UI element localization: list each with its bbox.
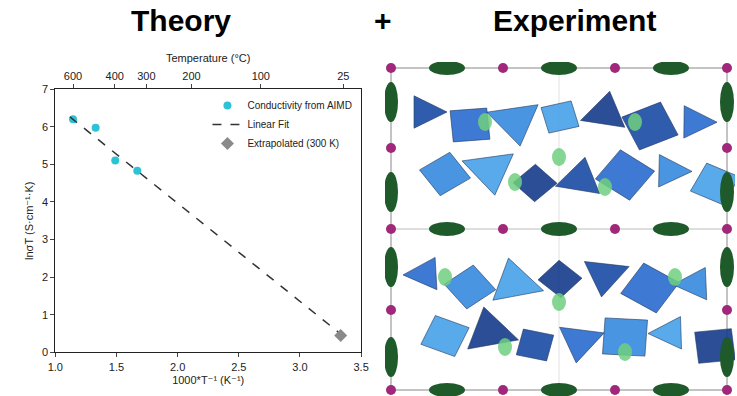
svg-text:100: 100 (252, 70, 270, 82)
svg-text:7: 7 (42, 83, 48, 95)
svg-text:6: 6 (42, 121, 48, 133)
svg-text:1.5: 1.5 (109, 361, 124, 373)
svg-text:1.0: 1.0 (48, 361, 63, 373)
svg-text:3.5: 3.5 (353, 361, 368, 373)
svg-text:0: 0 (42, 346, 48, 358)
svg-text:Linear Fit: Linear Fit (247, 119, 289, 130)
svg-text:600: 600 (64, 70, 82, 82)
svg-text:300: 300 (137, 70, 155, 82)
svg-text:lnσT (S·cm⁻¹·K): lnσT (S·cm⁻¹·K) (23, 182, 35, 260)
svg-text:2: 2 (42, 271, 48, 283)
svg-text:25: 25 (337, 70, 349, 82)
svg-text:4: 4 (42, 196, 48, 208)
svg-text:200: 200 (182, 70, 200, 82)
svg-text:2.0: 2.0 (170, 361, 185, 373)
svg-text:Conductivity from AIMD: Conductivity from AIMD (247, 100, 351, 111)
svg-text:3.0: 3.0 (292, 361, 307, 373)
svg-text:2.5: 2.5 (231, 361, 246, 373)
svg-text:1: 1 (42, 309, 48, 321)
svg-text:Experiment: Experiment (493, 4, 656, 37)
svg-text:Temperature (°C): Temperature (°C) (166, 52, 250, 64)
svg-text:Extrapolated (300 K): Extrapolated (300 K) (247, 138, 339, 149)
svg-text:400: 400 (106, 70, 124, 82)
svg-text:+: + (374, 4, 392, 37)
svg-text:3: 3 (42, 233, 48, 245)
svg-text:1000*T⁻¹ (K⁻¹): 1000*T⁻¹ (K⁻¹) (172, 374, 244, 386)
svg-text:Theory: Theory (131, 4, 231, 37)
svg-text:5: 5 (42, 158, 48, 170)
